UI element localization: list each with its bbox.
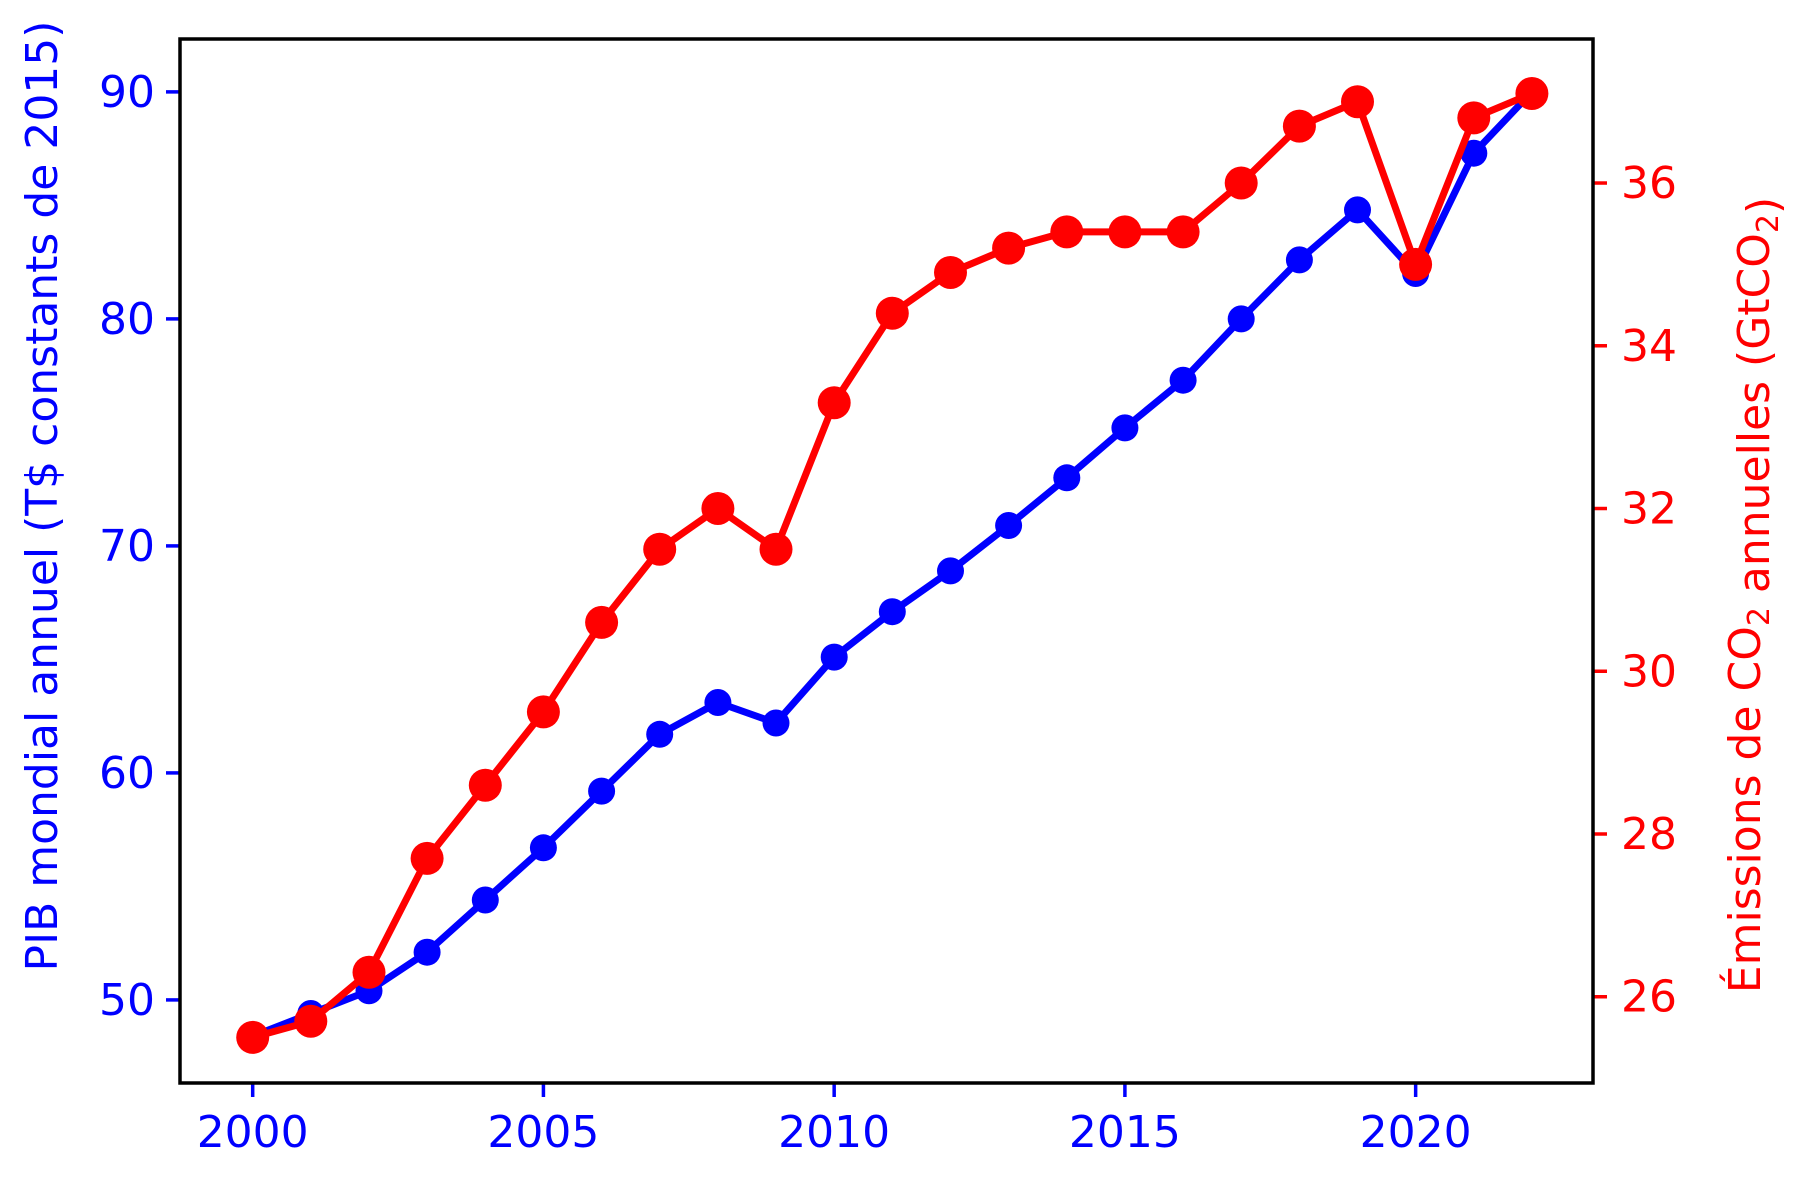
gdp-data-point [1053,464,1081,492]
gdp-data-point [1460,139,1488,167]
x-tick-label: 2020 [1360,1107,1472,1158]
gdp-data-point [471,886,499,914]
co2-data-point [817,386,851,420]
co2-data-point [701,492,735,525]
co2-data-point [1108,215,1142,249]
left-tick-label: 60 [99,748,155,799]
co2-data-point [1050,215,1084,249]
gdp-data-point [1227,305,1255,333]
plot-border [178,37,1595,1085]
x-tick-label: 2000 [197,1107,309,1158]
co2-data-point [410,841,444,875]
gdp-data-point [588,777,616,805]
gdp-line-series [249,88,1536,1040]
gdp-data-point [1344,196,1371,224]
co2-data-point [643,532,677,566]
gdp-data-point [995,512,1023,539]
right-tick-label: 34 [1621,321,1677,372]
x-tick-label: 2005 [487,1107,599,1158]
right-tick-label: 30 [1621,646,1677,697]
right-tick-label: 32 [1621,484,1677,535]
gdp-data-point [878,598,906,626]
co2-data-point [236,1020,270,1054]
co2-data-point [468,768,502,802]
gdp-data-point [1285,246,1313,274]
co2-data-point [875,296,909,330]
gdp-data-point [762,709,790,737]
co2-data-point [526,695,560,729]
left-tick-label: 70 [99,521,155,572]
gdp-data-point [646,720,674,748]
co2-data-point [294,1004,328,1038]
co2-data-point [759,532,793,566]
gdp-data-point [704,689,732,716]
gdp-data-point [1169,366,1197,394]
co2-data-point [1166,215,1200,249]
right-tick-label: 26 [1621,972,1677,1023]
co2-data-point [1399,247,1433,281]
right-axis-label: Émissions de CO2 annuelles (GtCO2) [1718,197,1789,993]
gdp-data-point [937,557,964,585]
gdp-data-point [529,834,557,862]
co2-data-point [1282,109,1316,143]
gdp-data-point [1111,414,1139,442]
co2-data-point [585,605,619,639]
right-tick-label: 28 [1621,809,1677,860]
gdp-data-point [820,643,848,671]
co2-line-series [249,90,1536,1041]
left-axis-label: PIB mondial annuel (T$ constants de 2015… [17,21,68,972]
co2-data-point [992,231,1026,265]
right-tick-label: 36 [1621,158,1677,209]
co2-data-point [352,955,386,989]
left-tick-label: 90 [99,67,155,118]
left-tick-label: 80 [99,294,155,345]
left-tick-label: 50 [99,975,155,1026]
co2-data-point [1341,85,1374,119]
co2-data-point [1515,77,1549,110]
co2-data-point [1224,166,1258,200]
co2-data-point [934,256,967,289]
co2-data-point [1457,101,1491,135]
x-tick-label: 2010 [778,1107,890,1158]
x-tick-label: 2015 [1069,1107,1181,1158]
gdp-data-point [413,938,441,966]
